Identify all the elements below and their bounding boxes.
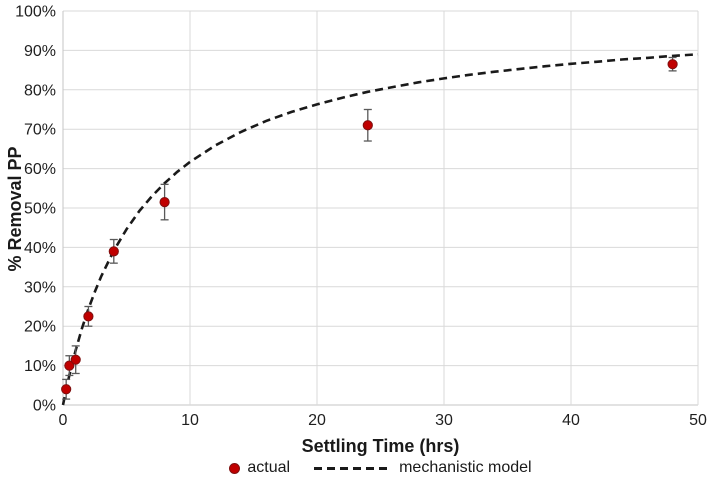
y-tick-label: 40%	[24, 240, 56, 257]
y-tick-label: 70%	[24, 122, 56, 139]
y-tick-label: 100%	[15, 4, 56, 21]
legend-dot-icon	[229, 462, 241, 474]
legend-item-model: mechanistic model	[314, 459, 532, 477]
x-tick-label: 10	[181, 412, 199, 429]
model-curve	[61, 53, 699, 406]
data-point	[667, 59, 678, 70]
y-tick-label: 10%	[24, 358, 56, 375]
y-axis-title: % Removal PP	[5, 146, 25, 272]
x-tick-label: 20	[308, 412, 326, 429]
x-tick-label: 0	[59, 412, 68, 429]
legend-dash-icon	[314, 466, 393, 470]
data-point	[64, 360, 75, 371]
x-tick-label: 30	[435, 412, 453, 429]
y-tick-label: 90%	[24, 43, 56, 60]
chart-legend: actual mechanistic model	[63, 459, 698, 477]
legend-label-model: mechanistic model	[399, 459, 532, 476]
data-point	[108, 246, 119, 257]
x-tick-label: 50	[689, 412, 707, 429]
x-axis-title: Settling Time (hrs)	[301, 436, 460, 456]
data-point	[70, 354, 81, 365]
data-point	[159, 196, 170, 208]
y-tick-label: 0%	[33, 398, 56, 415]
y-tick-label: 60%	[24, 161, 56, 178]
data-point	[362, 120, 373, 131]
data-point	[61, 384, 72, 395]
y-tick-label: 20%	[24, 319, 56, 336]
data-point	[83, 311, 94, 322]
y-tick-label: 80%	[24, 82, 56, 99]
y-tick-label: 30%	[24, 279, 56, 296]
y-tick-label: 50%	[24, 201, 56, 218]
legend-item-actual: actual	[229, 459, 290, 477]
legend-label-actual: actual	[247, 459, 291, 476]
x-tick-label: 40	[562, 412, 580, 429]
